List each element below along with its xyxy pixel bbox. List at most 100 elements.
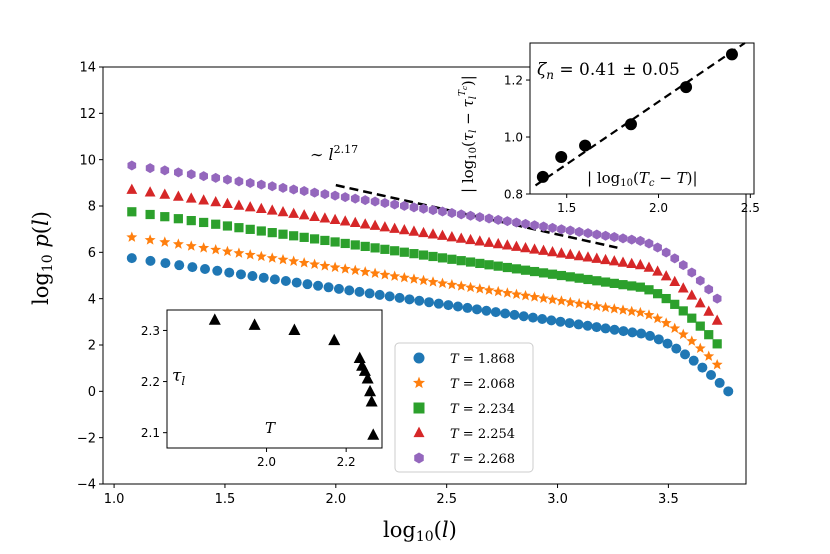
data-point <box>564 318 575 329</box>
data-point <box>608 303 620 314</box>
data-point <box>583 274 593 285</box>
inset-top-ylabel: | log10(τl − τlTc)| <box>458 75 479 193</box>
data-point <box>244 201 256 212</box>
data-point <box>484 260 494 270</box>
data-point <box>199 217 209 228</box>
data-point <box>443 300 454 311</box>
data-point <box>490 307 501 318</box>
data-point <box>428 251 438 262</box>
y-tick-label: 4 <box>88 292 96 307</box>
x-tick-label: 2.0 <box>649 201 668 215</box>
data-point <box>492 285 504 297</box>
data-point <box>520 241 531 253</box>
data-point <box>427 228 439 239</box>
data-point <box>299 232 309 242</box>
data-point <box>466 210 475 221</box>
x-tick-label: 1.5 <box>215 492 236 507</box>
data-point <box>433 298 444 309</box>
data-point <box>350 193 360 204</box>
data-point <box>187 262 198 273</box>
data-point <box>210 243 222 255</box>
data-point <box>419 203 428 214</box>
data-point <box>309 210 320 221</box>
data-point <box>712 293 722 304</box>
data-point <box>447 254 457 264</box>
inset-bottom-point <box>353 351 366 364</box>
inset-bottom-point <box>288 323 301 335</box>
data-point <box>379 221 391 232</box>
data-point <box>661 247 671 258</box>
inset-bottom-frame <box>166 309 383 449</box>
data-point <box>309 258 321 270</box>
data-point <box>617 304 629 315</box>
data-point <box>400 200 409 211</box>
data-point <box>172 238 184 249</box>
data-point <box>711 314 723 325</box>
legend-marker <box>413 426 425 438</box>
data-point <box>364 288 375 299</box>
data-point <box>159 188 171 199</box>
data-point <box>574 226 584 237</box>
data-point <box>145 255 156 266</box>
data-point <box>644 238 654 249</box>
data-point <box>340 192 350 203</box>
data-point <box>446 231 458 242</box>
data-point <box>695 321 705 331</box>
data-point <box>173 214 183 224</box>
y-tick-label: 12 <box>79 107 96 122</box>
data-point <box>511 264 522 274</box>
inset-top-point <box>536 170 549 183</box>
data-point <box>678 260 688 271</box>
data-point <box>408 225 420 236</box>
inset-top-ticks: 1.5 2.0 2.5 0.8 1.0 1.2 <box>504 73 760 215</box>
y-tick-label: 2.1 <box>141 426 160 440</box>
data-point <box>349 216 361 227</box>
x-tick-label: 2.0 <box>257 455 276 469</box>
data-point <box>245 178 255 189</box>
data-point <box>394 292 405 303</box>
data-point <box>160 212 170 222</box>
data-point <box>126 253 137 264</box>
data-point <box>484 213 494 224</box>
data-point <box>224 267 235 278</box>
data-point <box>344 285 355 296</box>
data-point <box>389 222 401 233</box>
data-point <box>266 252 278 263</box>
data-point <box>404 294 415 305</box>
data-point <box>452 301 463 312</box>
data-point <box>483 284 495 295</box>
data-point <box>670 299 680 309</box>
inset-bottom-ticks: 2.0 2.2 2.1 2.2 2.3 <box>141 324 356 469</box>
data-point <box>703 350 715 361</box>
inset-bottom-point <box>361 372 374 384</box>
data-point <box>233 247 245 258</box>
data-point <box>555 316 566 327</box>
data-point <box>509 309 520 320</box>
data-point <box>573 297 585 309</box>
data-point <box>465 257 476 267</box>
data-point <box>529 266 540 277</box>
data-point <box>564 248 576 259</box>
x-tick-label: 3.5 <box>658 492 679 507</box>
data-point <box>174 260 185 271</box>
y-tick-label: 10 <box>79 153 96 168</box>
data-point <box>221 245 233 257</box>
data-point <box>269 274 280 285</box>
data-point <box>330 190 340 201</box>
data-point <box>688 355 699 366</box>
y-tick-label: −4 <box>77 478 96 493</box>
data-point <box>244 249 256 260</box>
data-point <box>280 275 291 286</box>
data-point <box>502 262 512 273</box>
data-point <box>256 179 266 190</box>
data-point <box>636 235 645 246</box>
data-point <box>723 386 734 397</box>
inset-bottom-point <box>208 313 221 325</box>
data-point <box>706 369 717 380</box>
data-point <box>126 231 138 242</box>
data-point <box>591 322 602 333</box>
data-point <box>609 278 619 288</box>
data-point <box>427 276 439 287</box>
data-point <box>704 284 714 295</box>
x-tick-label: 3.0 <box>547 492 568 507</box>
